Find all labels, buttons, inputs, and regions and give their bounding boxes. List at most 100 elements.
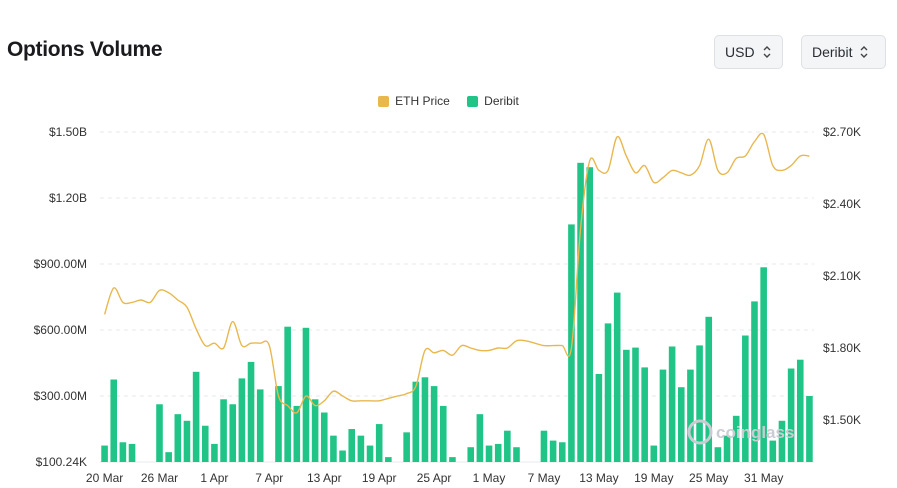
volume-bar[interactable] bbox=[302, 327, 310, 462]
volume-bar[interactable] bbox=[742, 335, 749, 463]
volume-bar[interactable] bbox=[558, 442, 566, 462]
x-axis-tick-label: 13 Apr bbox=[307, 471, 342, 485]
volume-bar[interactable] bbox=[595, 374, 603, 462]
volume-bar[interactable] bbox=[577, 162, 584, 463]
volume-bar[interactable] bbox=[110, 379, 118, 463]
volume-bar[interactable] bbox=[449, 457, 456, 462]
volume-bar[interactable] bbox=[696, 345, 703, 462]
volume-bar[interactable] bbox=[687, 369, 694, 462]
currency-select[interactable]: USD bbox=[714, 35, 783, 69]
volume-bar[interactable] bbox=[348, 429, 356, 462]
legend-item-eth-price[interactable]: ETH Price bbox=[378, 94, 450, 108]
volume-bar[interactable] bbox=[714, 447, 722, 462]
x-axis-tick-label: 20 Mar bbox=[86, 471, 123, 485]
volume-bar[interactable] bbox=[650, 445, 658, 462]
volume-bar[interactable] bbox=[504, 430, 511, 462]
volume-bar[interactable] bbox=[513, 447, 520, 462]
volume-bar[interactable] bbox=[723, 435, 731, 462]
exchange-select-value: Deribit bbox=[812, 44, 853, 60]
volume-bar[interactable] bbox=[705, 316, 713, 462]
coinglass-logo-icon bbox=[687, 419, 713, 445]
updown-chevron-icon bbox=[763, 46, 771, 58]
volume-bar[interactable] bbox=[403, 432, 410, 462]
volume-bar[interactable] bbox=[330, 435, 337, 462]
volume-bar[interactable] bbox=[284, 326, 291, 462]
left-axis-tick-label: $100.24K bbox=[36, 455, 87, 469]
x-axis-tick-label: 25 Apr bbox=[417, 471, 452, 485]
right-axis-tick-label: $2.10K bbox=[823, 269, 861, 283]
volume-bar[interactable] bbox=[165, 452, 172, 462]
volume-bar[interactable] bbox=[540, 430, 548, 462]
volume-bar[interactable] bbox=[311, 399, 319, 462]
right-axis-tick-label: $1.80K bbox=[823, 341, 861, 355]
watermark-group: coinglass bbox=[687, 419, 794, 445]
volume-bar[interactable] bbox=[494, 443, 502, 462]
volume-bar[interactable] bbox=[476, 414, 484, 462]
volume-bar[interactable] bbox=[732, 415, 740, 462]
volume-bar[interactable] bbox=[174, 414, 182, 462]
grid-lines bbox=[100, 131, 814, 463]
chart-legend: ETH Price Deribit bbox=[0, 94, 897, 110]
right-axis-tick-label: $2.40K bbox=[823, 197, 861, 211]
volume-bar[interactable] bbox=[238, 378, 246, 462]
volume-bar[interactable] bbox=[641, 367, 648, 462]
volume-bar[interactable] bbox=[632, 347, 639, 462]
volume-bar[interactable] bbox=[586, 167, 594, 462]
eth-price-line[interactable] bbox=[103, 132, 810, 414]
volume-bar[interactable] bbox=[183, 420, 191, 462]
volume-bar[interactable] bbox=[119, 442, 127, 462]
x-axis-labels: 20 Mar 26 Mar 1 Apr 7 Apr 13 Apr 19 Apr 25 Apr… bbox=[86, 471, 783, 485]
page-title: Options Volume bbox=[7, 38, 163, 61]
volume-bar[interactable] bbox=[192, 371, 200, 462]
volume-bar[interactable] bbox=[339, 450, 346, 462]
volume-bar[interactable] bbox=[156, 404, 163, 462]
volume-bar[interactable] bbox=[467, 447, 475, 462]
volume-bar[interactable] bbox=[778, 420, 786, 462]
volume-bar[interactable] bbox=[320, 412, 328, 462]
left-axis-tick-label: $900.00M bbox=[34, 257, 87, 271]
volume-bar[interactable] bbox=[760, 267, 767, 462]
volume-bar[interactable] bbox=[659, 369, 667, 462]
volume-bar[interactable] bbox=[668, 346, 676, 463]
volume-bar[interactable] bbox=[769, 440, 777, 462]
volume-bar[interactable] bbox=[128, 443, 136, 462]
volume-bar[interactable] bbox=[751, 301, 758, 462]
volume-bar[interactable] bbox=[366, 445, 374, 462]
volume-bar[interactable] bbox=[229, 404, 237, 462]
volume-bar[interactable] bbox=[439, 405, 447, 462]
right-axis-tick-label: $2.70K bbox=[823, 125, 861, 139]
x-axis-tick-label: 31 May bbox=[744, 471, 783, 485]
volume-bar[interactable] bbox=[613, 292, 621, 462]
x-axis-tick-label: 26 Mar bbox=[141, 471, 178, 485]
volume-bar[interactable] bbox=[385, 457, 392, 462]
right-axis-tick-label: $1.50K bbox=[823, 413, 861, 427]
volume-bar[interactable] bbox=[485, 445, 493, 462]
watermark-text: coinglass bbox=[716, 423, 794, 442]
volume-bar[interactable] bbox=[806, 396, 813, 462]
exchange-select[interactable]: Deribit bbox=[801, 35, 886, 69]
volume-bar[interactable] bbox=[430, 386, 438, 462]
volume-bar[interactable] bbox=[677, 387, 685, 462]
volume-bar[interactable] bbox=[247, 361, 255, 462]
volume-bar[interactable] bbox=[256, 389, 264, 462]
volume-bar[interactable] bbox=[101, 445, 108, 462]
currency-select-value: USD bbox=[725, 44, 755, 60]
legend-item-deribit[interactable]: Deribit bbox=[467, 94, 519, 108]
volume-bar[interactable] bbox=[275, 386, 282, 462]
volume-bar[interactable] bbox=[211, 443, 218, 462]
volume-bar[interactable] bbox=[787, 368, 795, 463]
volume-bar[interactable] bbox=[375, 424, 383, 462]
volume-bar[interactable] bbox=[623, 349, 630, 462]
volume-bar[interactable] bbox=[357, 435, 365, 462]
legend-swatch-eth-price bbox=[378, 95, 390, 107]
volume-bar[interactable] bbox=[549, 440, 557, 462]
volume-bar[interactable] bbox=[421, 377, 429, 462]
volume-bar[interactable] bbox=[293, 405, 301, 462]
x-axis-tick-label: 7 May bbox=[528, 471, 561, 485]
volume-bar[interactable] bbox=[201, 425, 209, 462]
volume-bar[interactable] bbox=[604, 323, 612, 462]
volume-bar[interactable] bbox=[412, 381, 420, 462]
volume-bar[interactable] bbox=[796, 359, 804, 462]
volume-bar[interactable] bbox=[220, 399, 227, 462]
